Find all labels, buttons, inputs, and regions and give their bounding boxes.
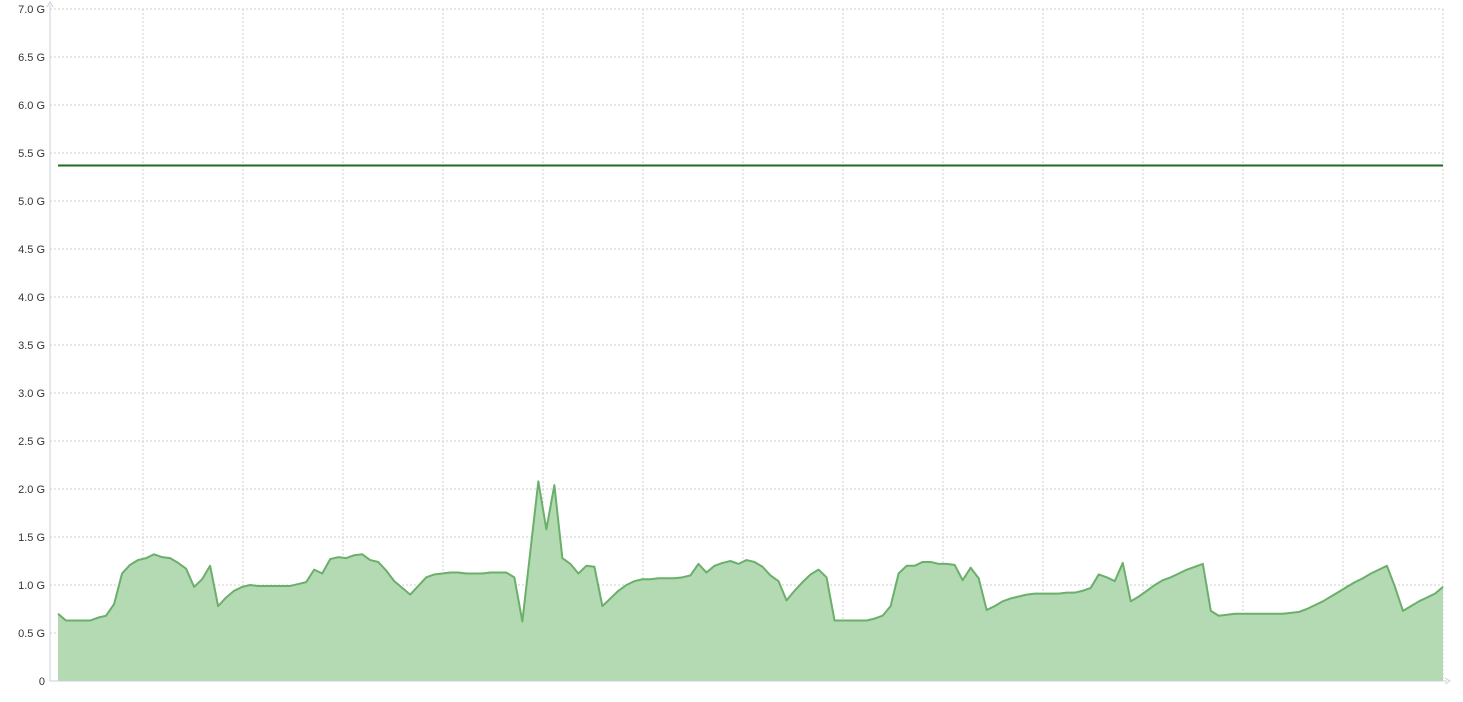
- y-tick-label: 7.0 G: [18, 4, 45, 16]
- y-tick-labels: 0 0.5 G 1.0 G 1.5 G 2.0 G 2.5 G 3.0 G 3.5 G 4.0 …: [18, 4, 45, 688]
- y-tick-label: 3.0 G: [18, 388, 45, 400]
- y-tick-label: 1.0 G: [18, 580, 45, 592]
- series-area-fill: [58, 481, 1443, 681]
- y-tick-label: 0.5 G: [18, 628, 45, 640]
- y-tick-label: 6.5 G: [18, 52, 45, 64]
- y-tick-label: 1.5 G: [18, 532, 45, 544]
- y-tick-label: 6.0 G: [18, 100, 45, 112]
- y-tick-label: 4.5 G: [18, 244, 45, 256]
- y-tick-label: 2.5 G: [18, 436, 45, 448]
- y-tick-label: 0: [39, 676, 45, 688]
- y-tick-label: 5.0 G: [18, 196, 45, 208]
- y-tick-label: 4.0 G: [18, 292, 45, 304]
- series-area: [58, 481, 1443, 681]
- y-tick-label: 3.5 G: [18, 340, 45, 352]
- y-tick-label: 5.5 G: [18, 148, 45, 160]
- y-tick-label: 2.0 G: [18, 484, 45, 496]
